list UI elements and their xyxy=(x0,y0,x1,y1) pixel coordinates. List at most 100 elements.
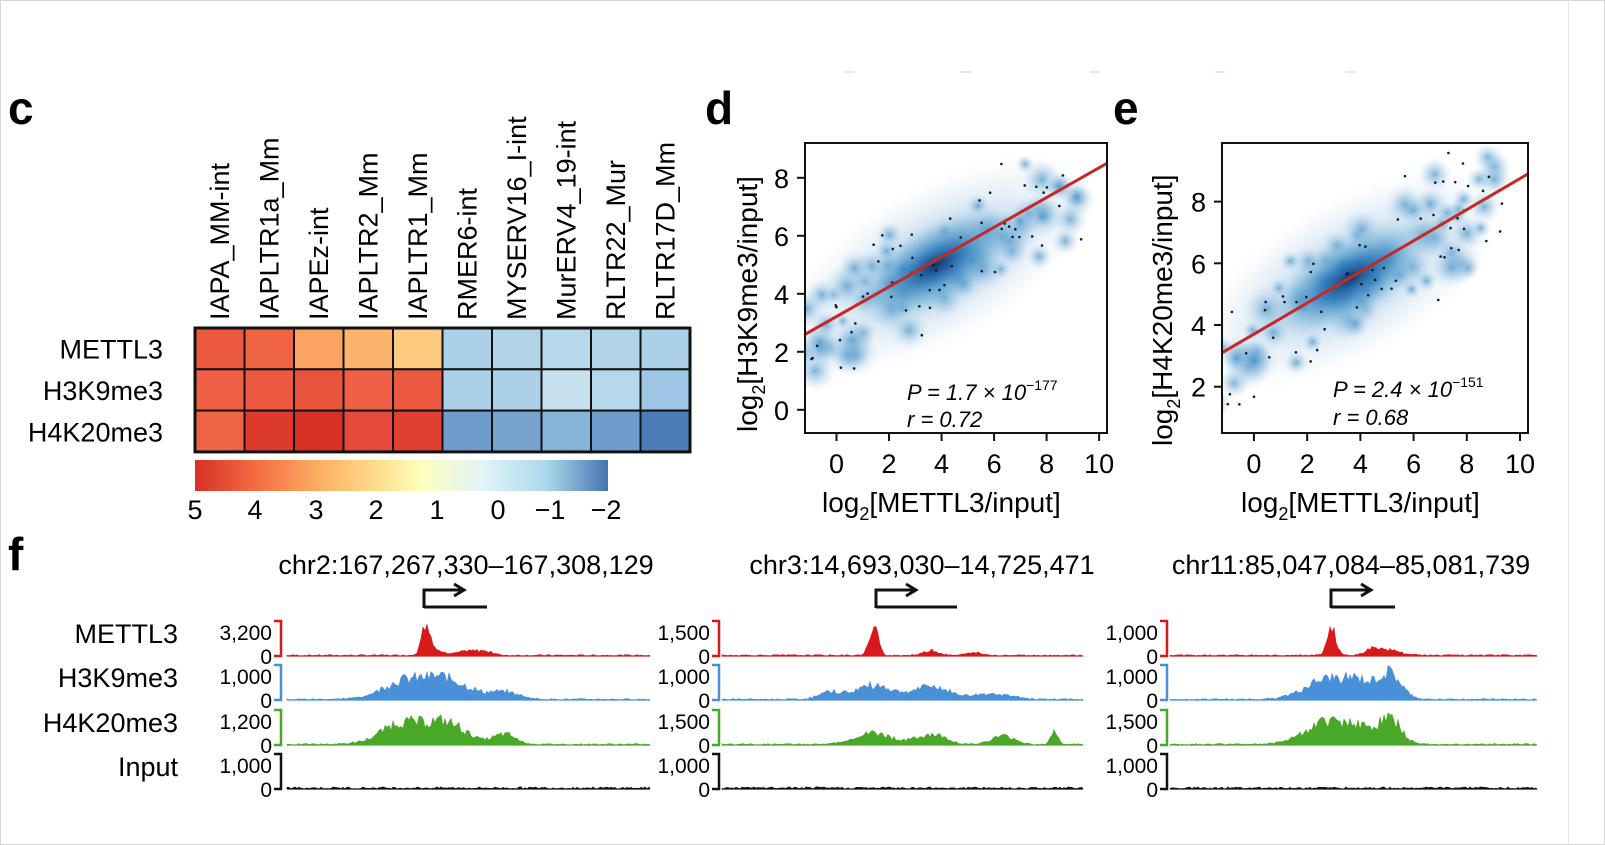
track-scale-zero: 0 xyxy=(260,735,272,758)
track-label: H4K20me3 xyxy=(43,708,178,738)
scatter-point xyxy=(938,288,941,292)
panel-label-e: e xyxy=(1113,82,1139,134)
y-tick-label: 8 xyxy=(774,164,789,194)
heatmap-column-label: RLTR22_Mur xyxy=(601,160,631,320)
heatmap-cell xyxy=(243,409,295,453)
track-scale-max: 1,000 xyxy=(1105,755,1158,778)
heatmap-cell xyxy=(639,368,691,412)
colorbar-tick-label: −1 xyxy=(535,495,566,525)
colorbar-tick-labels: 5 4 3 2 1 0 −1 −2 xyxy=(187,495,621,525)
heatmap-cell xyxy=(342,409,394,453)
colorbar-tick-label: 1 xyxy=(429,495,444,525)
scatter-point xyxy=(1023,184,1027,187)
heatmap-border xyxy=(193,326,692,454)
scatter-e: 0 2 4 6 8 10 2 4 6 8 P = 2.4 × 10−151 r = 0.68 lo… xyxy=(1147,142,1535,524)
scatter-point xyxy=(838,338,842,342)
region-title: chr11:85,047,084–85,081,739 xyxy=(1172,550,1530,580)
scatter-point xyxy=(1364,245,1367,248)
scatter-point xyxy=(1252,395,1256,399)
scatter-point xyxy=(1432,213,1435,217)
heatmap-cell xyxy=(441,368,493,412)
tss-arrow xyxy=(1329,588,1369,608)
heatmap-cell xyxy=(293,327,345,371)
scatter-d-ylabel: log2[H3K9me3/input] xyxy=(732,176,769,432)
scatter-point xyxy=(1457,248,1460,252)
heatmap-cell xyxy=(243,327,295,371)
scatter-e-xlabel: log2[METTL3/input] xyxy=(1241,487,1480,524)
scatter-point xyxy=(910,233,914,236)
scatter-point xyxy=(1439,255,1442,258)
heatmap xyxy=(193,326,692,454)
colorbar-tick-label: 4 xyxy=(247,495,262,525)
scatter-point xyxy=(993,270,997,274)
density-blob xyxy=(1452,187,1476,211)
scatter-point xyxy=(1238,403,1241,406)
track-label: H3K9me3 xyxy=(58,663,178,693)
density-blob xyxy=(1025,243,1053,270)
scatter-point xyxy=(1018,235,1021,239)
track-scale-bracket xyxy=(274,619,283,658)
region-title: chr2:167,267,330–167,308,129 xyxy=(278,550,653,580)
density-blob xyxy=(1230,337,1278,385)
heatmap-column-label: IAPLTR1_Mm xyxy=(403,152,433,320)
scatter-point xyxy=(1462,227,1466,231)
density-blob xyxy=(1417,156,1453,192)
heatmap-cell xyxy=(194,327,246,371)
x-tick-label: 10 xyxy=(1084,449,1114,479)
density-blob xyxy=(1222,389,1232,416)
tss-arrowhead xyxy=(905,582,919,598)
heatmap-cell xyxy=(392,327,444,371)
track-signal xyxy=(286,714,652,746)
scatter-point xyxy=(1057,204,1061,208)
scatter-point xyxy=(1040,244,1044,247)
track-scale-zero: 0 xyxy=(698,690,710,713)
x-tick-label: 0 xyxy=(829,449,844,479)
scatter-point xyxy=(850,330,853,334)
scatter-d-frame xyxy=(804,142,1108,434)
heatmap-cell xyxy=(639,409,691,453)
track-scale-bracket xyxy=(712,708,721,747)
track-scale-zero: 0 xyxy=(260,646,272,669)
y-tick-label: 6 xyxy=(1191,249,1206,279)
scatter-point xyxy=(1230,310,1234,314)
scatter-point xyxy=(1449,246,1453,250)
track-label: METTL3 xyxy=(74,619,178,649)
density-blob xyxy=(1052,201,1088,238)
scatter-point xyxy=(1441,180,1445,183)
track-signal xyxy=(721,729,1085,746)
scatter-e-density xyxy=(1222,143,1528,416)
scatter-point xyxy=(1267,355,1271,359)
scatter-point xyxy=(899,244,902,248)
scatter-point xyxy=(872,243,875,247)
track-signal xyxy=(721,626,1084,657)
scatter-point xyxy=(1315,348,1319,352)
scatter-point xyxy=(980,221,983,225)
scatter-point xyxy=(920,273,923,277)
track-scale-max: 1,000 xyxy=(1105,622,1158,645)
scatter-point xyxy=(948,217,952,220)
density-blob xyxy=(805,289,827,329)
track-scale-zero: 0 xyxy=(260,779,272,802)
track-scale-max: 1,200 xyxy=(219,711,272,734)
scatter-point xyxy=(1295,300,1298,304)
scatter-point xyxy=(1345,273,1349,276)
scatter-point xyxy=(839,366,843,369)
x-tick-label: 6 xyxy=(987,449,1002,479)
heatmap-cell xyxy=(590,409,642,453)
track-scale-max: 1,500 xyxy=(657,622,710,645)
scatter-point xyxy=(881,233,884,237)
scatter-point xyxy=(934,269,938,272)
scatter-e-frame xyxy=(1221,142,1529,434)
scatter-point xyxy=(866,292,869,295)
scatter-point xyxy=(1305,295,1308,299)
scatter-point xyxy=(1323,327,1326,331)
scatter-point xyxy=(1045,186,1049,189)
track-scale-bracket xyxy=(1160,752,1169,791)
scatter-point xyxy=(810,357,813,361)
scatter-point xyxy=(1360,282,1363,286)
colorbar xyxy=(195,460,608,491)
tss-arrowhead xyxy=(1360,582,1374,598)
scatter-point xyxy=(1481,189,1485,193)
heatmap-cell xyxy=(392,409,444,453)
scatter-point xyxy=(791,380,794,383)
